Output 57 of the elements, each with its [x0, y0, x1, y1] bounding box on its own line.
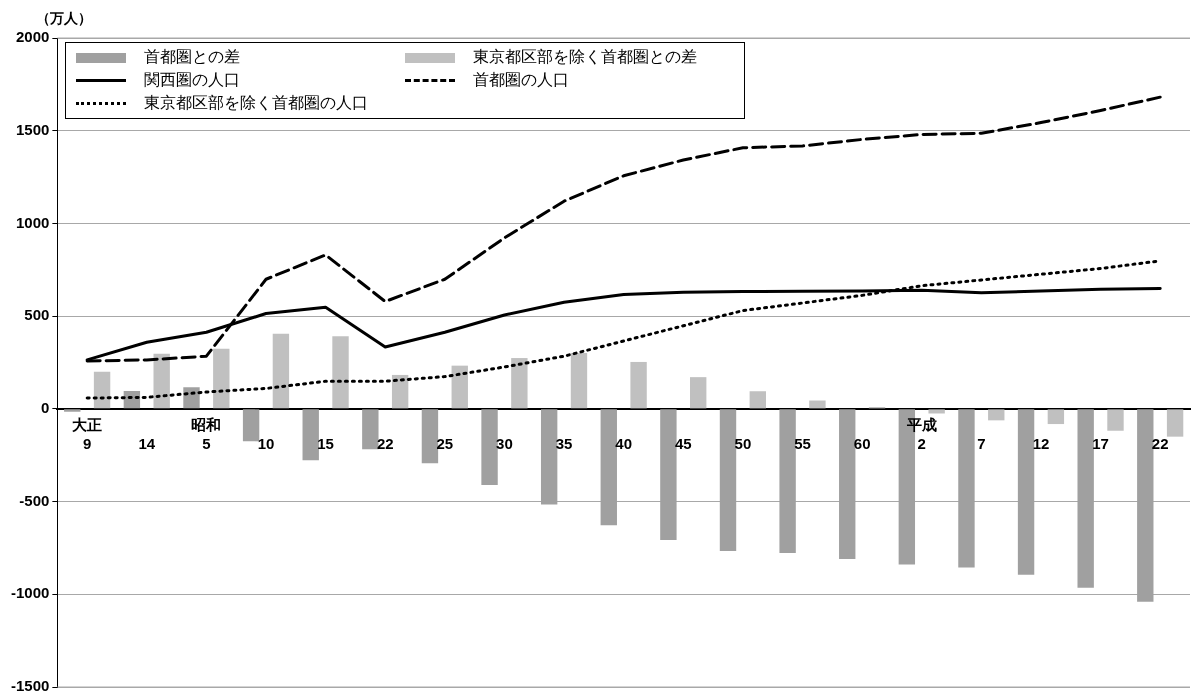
bar — [362, 409, 379, 450]
bar — [928, 409, 945, 414]
x-tick-label: 7 — [977, 435, 986, 453]
x-tick-label: 22 — [376, 435, 394, 453]
bar — [1107, 409, 1124, 431]
bar — [64, 409, 81, 412]
bar — [809, 400, 826, 409]
x-tick-label: 15 — [317, 435, 334, 453]
y-tick-label: 1000 — [15, 213, 50, 231]
y-tick-label: -1000 — [10, 584, 50, 602]
x-tick-label: 17 — [1092, 435, 1109, 453]
bar — [630, 361, 647, 409]
x-tick-label: 12 — [1032, 435, 1050, 453]
bar — [421, 409, 439, 464]
x-tick-label: 昭和 5 — [191, 416, 222, 453]
bar — [511, 358, 528, 409]
bar — [749, 391, 767, 409]
bar — [213, 348, 230, 409]
y-tick-label: 500 — [24, 306, 50, 324]
bar — [93, 371, 111, 409]
bar — [1047, 409, 1065, 425]
y-tick-label: 1500 — [15, 120, 50, 138]
bar — [183, 387, 200, 409]
legend-label: 東京都区部を除く首都圏の人口 — [144, 93, 369, 113]
legend-label: 首都圏との差 — [144, 47, 241, 67]
x-tick-label: 50 — [734, 435, 752, 453]
bar — [391, 374, 409, 409]
x-tick-label: 40 — [615, 435, 633, 453]
bar — [1166, 409, 1184, 437]
legend-label: 首都圏の人口 — [473, 70, 570, 90]
bar — [302, 409, 319, 461]
x-tick-label: 22 — [1151, 435, 1169, 453]
bar — [242, 409, 260, 442]
bar — [690, 377, 707, 409]
bar — [481, 409, 498, 485]
x-tick-label: 大正 9 — [72, 416, 103, 453]
x-tick-label: 10 — [257, 435, 275, 453]
bar — [988, 409, 1005, 421]
bar — [153, 353, 170, 409]
x-tick-label: 45 — [674, 435, 692, 453]
x-tick-label: 35 — [555, 435, 573, 453]
y-tick-label: 0 — [41, 399, 50, 416]
y-axis-title: （万人） — [36, 10, 92, 28]
x-tick-label: 14 — [138, 435, 156, 453]
y-tick-label: -1500 — [10, 677, 50, 695]
legend-label: 関西圏の人口 — [144, 70, 241, 90]
bar — [332, 336, 349, 409]
x-tick-label: 30 — [496, 435, 513, 453]
bar — [451, 365, 468, 409]
y-tick-label: -500 — [19, 491, 50, 509]
bar — [272, 333, 290, 409]
x-tick-label: 55 — [794, 435, 811, 453]
bar — [570, 353, 588, 409]
x-tick-label: 25 — [436, 435, 454, 453]
y-tick-label: 2000 — [15, 28, 50, 46]
legend-label: 東京都区部を除く首都圏との差 — [473, 47, 698, 67]
x-tick-label: 60 — [853, 435, 871, 453]
